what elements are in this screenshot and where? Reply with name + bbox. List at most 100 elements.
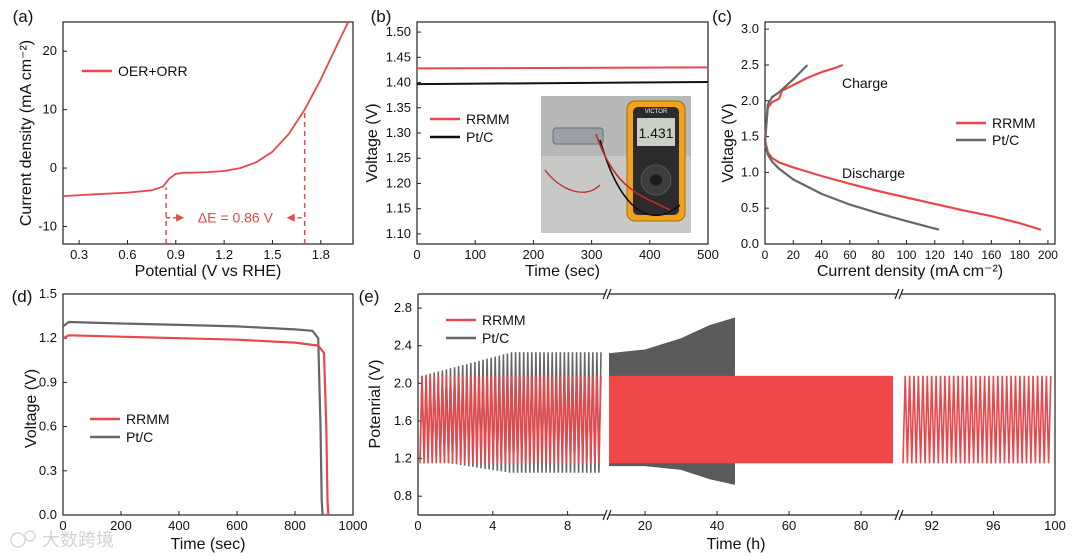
panel-c-series-ptc-discharge <box>763 143 940 231</box>
y-tick-label: 1.2 <box>394 451 412 466</box>
panel-a-arrowhead <box>176 213 185 222</box>
panel-c-legend-rrmm-label: RRMM <box>992 115 1036 131</box>
panel-b-label: (b) <box>371 7 392 26</box>
panel-b-inset-photo <box>541 96 691 233</box>
watermark <box>10 530 36 548</box>
panel-e-x-axis-label: Time (h) <box>707 536 766 553</box>
y-tick-label: 1.25 <box>386 150 411 165</box>
x-tick-label: 100 <box>464 247 486 262</box>
x-tick-label: 200 <box>1038 248 1058 262</box>
x-tick-label: 100 <box>1044 518 1066 533</box>
x-tick-label: 0 <box>413 247 420 262</box>
x-tick-label: 100 <box>896 248 916 262</box>
y-tick-label: 0 <box>50 160 57 175</box>
panel-d-series-ptc <box>62 320 324 516</box>
y-tick-label: 0.5 <box>741 200 759 215</box>
panel-a-legend-label: OER+ORR <box>118 63 188 79</box>
axis-break-mark <box>606 288 612 300</box>
panel-a-series-oer-orr <box>62 21 350 197</box>
panel-e-legend-rrmm-label: RRMM <box>482 312 526 328</box>
watermark-logo-icon <box>10 532 26 548</box>
x-tick-label: 500 <box>697 247 719 262</box>
panel-c-series-rrmm-charge <box>763 63 844 141</box>
axis-break-mark <box>602 288 608 300</box>
x-tick-label: 92 <box>925 518 939 533</box>
panel-c-label: (c) <box>712 7 732 26</box>
x-tick-label: 1.2 <box>215 247 233 262</box>
inset-cell <box>552 127 604 145</box>
x-tick-label: 180 <box>1010 248 1030 262</box>
panel-e-legend-bg <box>440 310 550 348</box>
x-tick-label: 8 <box>564 518 571 533</box>
x-tick-label: 400 <box>168 518 190 533</box>
y-tick-label: 1.50 <box>386 24 411 39</box>
y-tick-label: 20 <box>43 43 57 58</box>
y-tick-label: 2.0 <box>741 93 759 108</box>
y-tick-label: 1.10 <box>386 226 411 241</box>
y-tick-label: 0.0 <box>741 236 759 251</box>
y-tick-label: 1.45 <box>386 49 411 64</box>
y-tick-label: 1.30 <box>386 125 411 140</box>
panel-d-legend-ptc-label: Pt/C <box>126 429 153 445</box>
y-tick-label: 2.8 <box>394 300 412 315</box>
y-tick-label: 1.15 <box>386 201 411 216</box>
x-tick-label: 0 <box>414 518 421 533</box>
x-tick-label: 60 <box>843 248 857 262</box>
panel-b-x-axis-label: Time (sec) <box>525 263 600 280</box>
panel-d-series-rrmm <box>62 334 330 516</box>
y-tick-label: 1.5 <box>741 129 759 144</box>
y-tick-label: 10 <box>43 102 57 117</box>
y-tick-label: 1.0 <box>741 164 759 179</box>
panel-c-series-ptc-charge <box>763 64 809 144</box>
axis-break-mark <box>894 509 900 521</box>
y-tick-label: -10 <box>38 218 57 233</box>
panel-a-x-axis-label: Potential (V vs RHE) <box>135 263 282 280</box>
x-tick-label: 120 <box>925 248 945 262</box>
watermark-logo-icon <box>24 530 36 542</box>
panel-e-legend-ptc-label: Pt/C <box>482 330 509 346</box>
panel-c-x-axis-label: Current density (mA cm⁻²) <box>817 263 1003 280</box>
panel-e-series-rrmm-envelope <box>609 375 893 464</box>
axis-break-mark <box>898 509 904 521</box>
x-tick-label: 20 <box>787 248 801 262</box>
x-tick-label: 160 <box>981 248 1001 262</box>
x-tick-label: 600 <box>226 518 248 533</box>
panel-e-series-rrmm-cycles-late <box>902 375 1052 464</box>
panel-e-series-rrmm-cycles <box>419 375 602 464</box>
y-tick-label: 0.9 <box>39 374 57 389</box>
axis-break-mark <box>606 509 612 521</box>
panel-c-y-axis-label: Voltage (V) <box>720 103 737 182</box>
panel-c-charge-label: Charge <box>842 75 888 91</box>
x-tick-label: 40 <box>710 518 724 533</box>
y-tick-label: 2.0 <box>394 375 412 390</box>
probe-wire-red <box>595 133 671 211</box>
x-tick-label: 80 <box>871 248 885 262</box>
y-tick-label: 0.8 <box>394 488 412 503</box>
x-tick-label: 20 <box>638 518 652 533</box>
x-tick-label: 200 <box>523 247 545 262</box>
watermark-text: 大数跨境 <box>42 530 114 550</box>
panel-d-x-axis-label: Time (sec) <box>171 536 246 553</box>
y-tick-label: 1.20 <box>386 175 411 190</box>
x-tick-label: 96 <box>986 518 1000 533</box>
multimeter-reading: 1.431 <box>638 125 673 141</box>
y-tick-label: 2.4 <box>394 338 412 353</box>
x-tick-label: 60 <box>782 518 796 533</box>
x-tick-label: 800 <box>284 518 306 533</box>
panel-b-series-rrmm <box>416 66 709 70</box>
multimeter-dial-center <box>650 174 662 186</box>
y-tick-label: 0.0 <box>39 507 57 522</box>
panel-d-frame <box>62 293 354 516</box>
x-tick-label: 0 <box>762 248 769 262</box>
y-tick-label: 1.2 <box>39 330 57 345</box>
x-tick-label: 300 <box>581 247 603 262</box>
panel-b-series-ptc <box>416 81 709 86</box>
panel-d-label: (d) <box>12 287 33 306</box>
y-tick-label: 0.3 <box>39 463 57 478</box>
x-tick-label: 80 <box>854 518 868 533</box>
panel-e-label: (e) <box>359 287 380 306</box>
y-tick-label: 1.35 <box>386 100 411 115</box>
axis-break-mark <box>602 509 608 521</box>
y-tick-label: 1.6 <box>394 413 412 428</box>
x-tick-label: 400 <box>639 247 661 262</box>
